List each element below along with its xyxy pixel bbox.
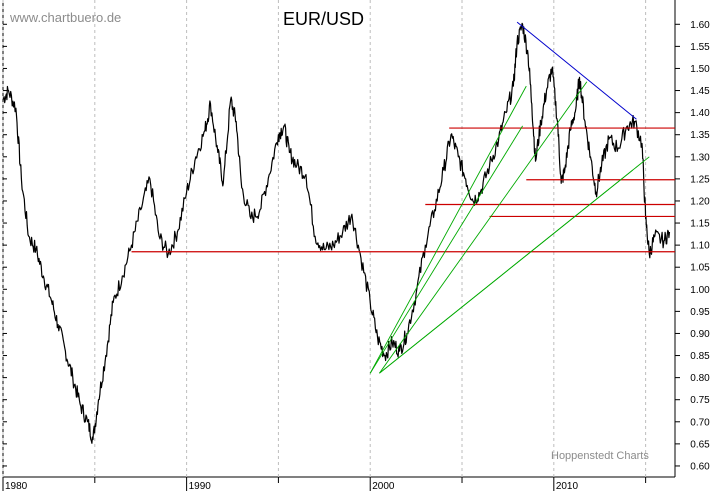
watermark-text: www.chartbuero.de xyxy=(10,10,122,25)
x-tick-label: 1980 xyxy=(5,481,28,492)
y-tick-label: 0.95 xyxy=(690,307,710,318)
x-tick-label: 1990 xyxy=(189,481,212,492)
y-tick-label: 1.50 xyxy=(690,64,710,75)
credit-text: Hoppenstedt Charts xyxy=(551,450,649,462)
fan-line xyxy=(379,81,588,374)
fan-line xyxy=(379,156,650,374)
y-tick-label: 1.20 xyxy=(690,196,710,207)
y-tick-label: 1.60 xyxy=(690,20,710,31)
y-tick-label: 1.10 xyxy=(690,241,710,252)
y-tick-label: 0.65 xyxy=(690,439,710,450)
y-tick-label: 0.90 xyxy=(690,329,710,340)
downtrend-line xyxy=(516,21,637,120)
y-tick-label: 0.75 xyxy=(690,395,710,406)
y-tick-label: 1.40 xyxy=(690,108,710,119)
y-tick-label: 1.55 xyxy=(690,42,710,53)
y-tick-label: 0.60 xyxy=(690,461,710,472)
chart-title: EUR/USD xyxy=(283,9,365,29)
fan-line xyxy=(369,85,527,374)
y-tick-label: 1.45 xyxy=(690,86,710,97)
y-tick-label: 0.80 xyxy=(690,373,710,384)
y-tick-label: 1.05 xyxy=(690,263,710,274)
y-tick-label: 1.35 xyxy=(690,130,710,141)
y-tick-label: 0.70 xyxy=(690,417,710,428)
y-tick-label: 1.15 xyxy=(690,219,710,230)
x-tick-label: 2010 xyxy=(556,481,579,492)
y-tick-label: 0.85 xyxy=(690,351,710,362)
fan-line xyxy=(369,125,523,374)
y-tick-label: 1.00 xyxy=(690,285,710,296)
x-tick-label: 2000 xyxy=(372,481,395,492)
y-tick-label: 1.30 xyxy=(690,152,710,163)
price-line xyxy=(2,22,671,444)
y-tick-label: 1.25 xyxy=(690,174,710,185)
